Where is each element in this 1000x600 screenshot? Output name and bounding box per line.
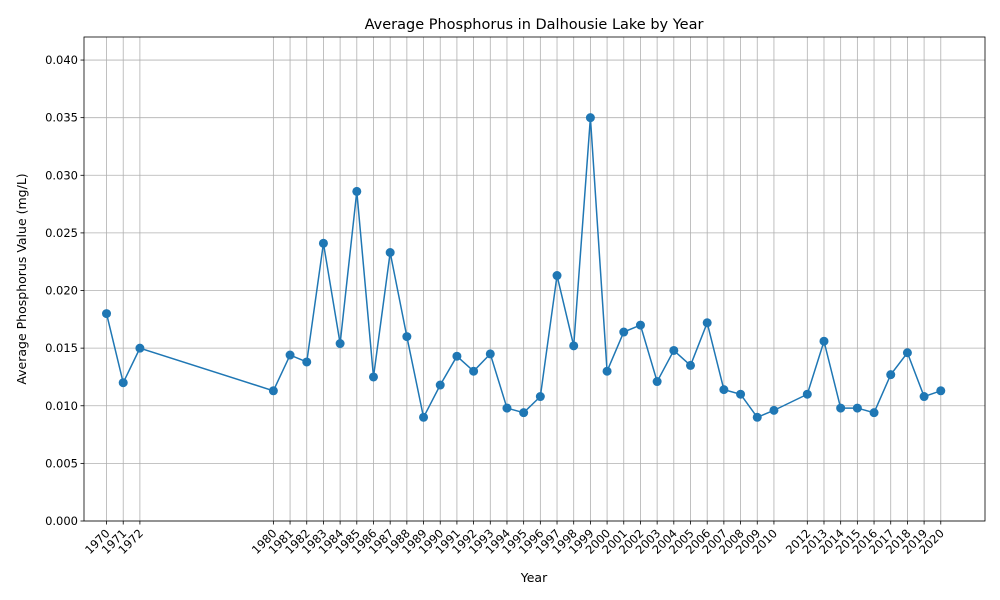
data-point [335,339,345,349]
y-tick-label: 0.005 [45,456,78,470]
data-point [135,343,145,353]
x-axis-label: Year [520,570,548,585]
data-point [502,403,512,413]
data-point [635,320,645,330]
grid-lines [84,37,985,522]
y-tick-label: 0.015 [45,341,78,355]
chart-title: Average Phosphorus in Dalhousie Lake by … [365,17,704,33]
data-point [902,348,912,358]
data-point [535,392,545,402]
y-axis-label: Average Phosphorus Value (mg/L) [14,173,29,384]
data-point [669,345,679,355]
y-tick-label: 0.010 [45,399,78,413]
y-tick-label: 0.035 [45,111,78,125]
data-point [819,336,829,346]
data-point [402,332,412,342]
data-point [118,378,128,388]
data-point [268,386,278,396]
data-point [602,366,612,376]
y-axis-ticks: 0.000 0.005 0.010 0.015 0.020 0.025 0.030 0.035… [45,53,84,528]
data-point [285,350,295,360]
data-point [302,357,312,367]
data-point [552,271,562,281]
data-point [652,377,662,387]
data-point [585,113,595,123]
y-tick-label: 0.000 [45,514,78,528]
data-point [352,186,362,196]
data-point [419,412,429,422]
data-point [752,412,762,422]
data-point [619,327,629,337]
data-point [485,349,495,359]
data-point [469,366,479,376]
data-point [886,370,896,380]
data-point [869,408,879,418]
data-point [368,372,378,382]
data-point [836,403,846,413]
phosphorus-series [102,113,946,422]
data-point [702,318,712,328]
y-tick-label: 0.030 [45,168,78,182]
data-point [802,389,812,399]
data-point [769,405,779,415]
y-tick-label: 0.020 [45,284,78,298]
data-point [719,385,729,395]
plot-frame [83,36,986,522]
y-tick-label: 0.025 [45,226,78,240]
data-point [919,392,929,402]
data-point [852,403,862,413]
data-point [936,386,946,396]
data-point [452,351,462,361]
data-point [736,389,746,399]
data-point [318,238,328,248]
data-point [686,360,696,370]
data-point [102,309,112,319]
data-point [519,408,529,418]
data-point [435,380,445,390]
data-point [569,341,579,351]
y-tick-label: 0.040 [45,53,78,67]
data-point [385,247,395,257]
